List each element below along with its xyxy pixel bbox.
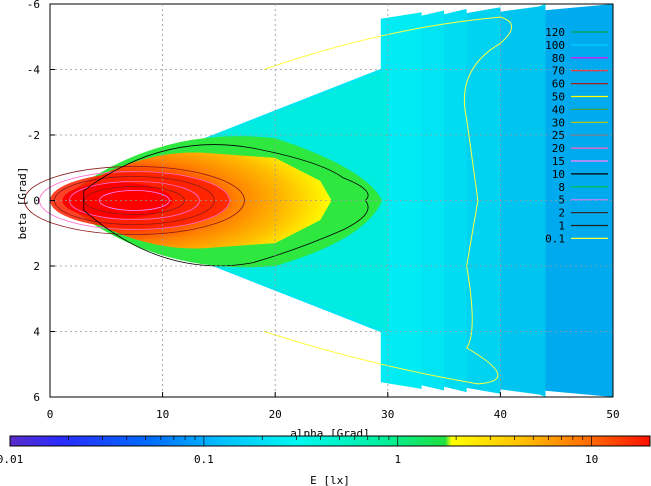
legend-label: 0.1 bbox=[545, 232, 565, 245]
field-strip bbox=[438, 8, 467, 393]
legend-label: 80 bbox=[552, 52, 565, 65]
plot-area bbox=[24, 4, 613, 397]
contour-line bbox=[69, 181, 200, 220]
legend-label: 10 bbox=[552, 168, 565, 181]
x-axis-ticks: 0 10 20 30 40 50 bbox=[47, 392, 620, 421]
x-tick-label: 20 bbox=[269, 408, 282, 421]
colorbar bbox=[9, 435, 651, 447]
field-strip bbox=[415, 10, 445, 391]
y-tick-label: -2 bbox=[27, 129, 40, 142]
colorbar-label: E [lx] bbox=[310, 474, 350, 486]
y-tick-label: 0 bbox=[33, 195, 40, 208]
x-tick-label: 0 bbox=[47, 408, 54, 421]
legend-label: 100 bbox=[545, 39, 565, 52]
x-tick-label: 10 bbox=[156, 408, 169, 421]
legend-label: 15 bbox=[552, 155, 565, 168]
legend-label: 8 bbox=[558, 181, 565, 194]
legend-label: 1 bbox=[558, 220, 565, 233]
legend-label: 30 bbox=[552, 116, 565, 129]
colorbar-tick-label: 0.01 bbox=[0, 453, 23, 466]
y-axis-ticks: -6 -4 -2 0 2 4 6 bbox=[27, 0, 55, 404]
x-tick-label: 30 bbox=[381, 408, 394, 421]
legend-label: 25 bbox=[552, 129, 565, 142]
contour-line bbox=[24, 166, 245, 235]
y-tick-label: 2 bbox=[33, 260, 40, 273]
y-tick-label: -6 bbox=[27, 0, 40, 11]
grid-lines bbox=[50, 4, 613, 397]
colorbar-tick-label: 0.1 bbox=[194, 453, 214, 466]
y-tick-label: -4 bbox=[27, 64, 41, 77]
y-tick-label: 6 bbox=[33, 391, 40, 404]
legend-label: 20 bbox=[552, 142, 565, 155]
legend-label: 40 bbox=[552, 103, 565, 116]
colorbar-ticks: 0.01 0.1 1 10 bbox=[0, 436, 651, 466]
legend-label: 120 bbox=[545, 26, 565, 39]
contour-line-0.1 bbox=[263, 16, 513, 385]
y-axis-label: beta [Grad] bbox=[16, 167, 29, 240]
legend-label: 50 bbox=[552, 91, 565, 104]
legend-label: 60 bbox=[552, 78, 565, 91]
field-peak bbox=[62, 182, 173, 219]
legend-label: 2 bbox=[558, 207, 565, 220]
x-tick-label: 50 bbox=[606, 408, 619, 421]
legend-label: 5 bbox=[558, 194, 565, 207]
legend-label: 70 bbox=[552, 65, 565, 78]
contour-line bbox=[84, 186, 185, 215]
colorbar-tick-label: 1 bbox=[394, 453, 401, 466]
x-tick-label: 40 bbox=[494, 408, 507, 421]
contour-line bbox=[39, 171, 230, 230]
field-strip bbox=[542, 4, 613, 397]
y-tick-label: 4 bbox=[33, 326, 40, 339]
colorbar-tick-label: 10 bbox=[585, 453, 598, 466]
contour-line bbox=[99, 190, 170, 211]
